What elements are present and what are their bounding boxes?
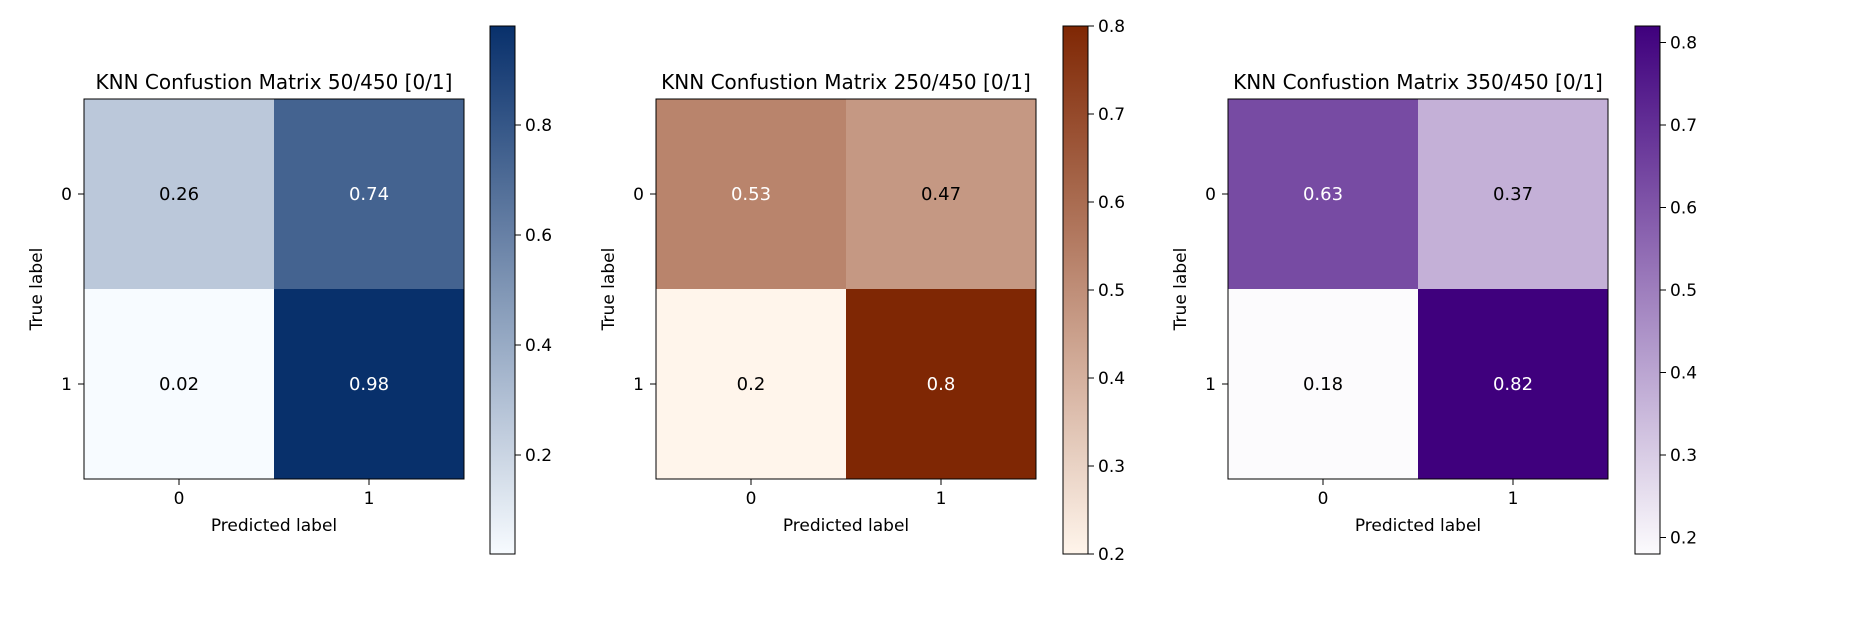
x-axis-label: Predicted label — [1355, 516, 1481, 536]
colorbar-tick-label: 0.6 — [525, 226, 552, 246]
colorbar — [1062, 25, 1089, 555]
matrix-cell-1-1 — [1418, 289, 1608, 479]
confusion-matrix-panel-1: KNN Confustion Matrix 50/450 [0/1] 0.26 0.… — [27, 25, 552, 555]
matrix-cell-1-1 — [274, 289, 464, 479]
chart-title: KNN Confustion Matrix 350/450 [0/1] — [1233, 70, 1603, 94]
colorbar-tick-label: 0.2 — [1670, 529, 1697, 549]
cell-value-label: 0.63 — [1303, 184, 1343, 205]
matrix-cell-0-1 — [274, 99, 464, 289]
y-tick-label: 0 — [61, 185, 72, 205]
y-tick-label: 1 — [61, 375, 72, 395]
x-tick-label: 0 — [174, 489, 185, 509]
colorbar-tick-label: 0.5 — [1670, 281, 1697, 301]
y-tick-label: 0 — [1205, 185, 1216, 205]
matrix-frame — [1227, 98, 1609, 480]
cell-value-label: 0.8 — [927, 374, 956, 395]
colorbar-tick-label: 0.2 — [1098, 545, 1125, 565]
cell-value-label: 0.82 — [1493, 374, 1533, 395]
x-tick-label: 1 — [1508, 489, 1519, 509]
colorbar-tick-label: 0.6 — [1670, 199, 1697, 219]
colorbar-tick-label: 0.7 — [1670, 116, 1697, 136]
cell-value-label: 0.74 — [349, 184, 389, 205]
colorbar-tick-label: 0.4 — [1098, 369, 1125, 389]
matrix-cell-0-0 — [84, 99, 274, 289]
cell-value-label: 0.37 — [1493, 184, 1533, 205]
matrix-cell-0-1 — [846, 99, 1036, 289]
x-axis-label: Predicted label — [211, 516, 337, 536]
x-tick-label: 0 — [1318, 489, 1329, 509]
colorbar-tick-label: 0.3 — [1670, 446, 1697, 466]
chart-title: KNN Confustion Matrix 250/450 [0/1] — [661, 70, 1031, 94]
matrix-frame — [655, 98, 1037, 480]
cell-value-label: 0.2 — [737, 374, 766, 395]
colorbar-tick-label: 0.8 — [1098, 17, 1125, 37]
y-tick-label: 0 — [633, 185, 644, 205]
matrix-cell-1-0 — [1228, 289, 1418, 479]
colorbar-tick-label: 0.4 — [1670, 364, 1697, 384]
colorbar-tick-label: 0.4 — [525, 336, 552, 356]
colorbar-tick-label: 0.8 — [1670, 34, 1697, 54]
matrix-frame — [83, 98, 465, 480]
colorbar-tick-label: 0.5 — [1098, 281, 1125, 301]
cell-value-label: 0.02 — [159, 374, 199, 395]
confusion-matrix-panel-3: KNN Confustion Matrix 350/450 [0/1] 0.63 0… — [1171, 25, 1697, 555]
chart-title: KNN Confustion Matrix 50/450 [0/1] — [96, 70, 453, 94]
cell-value-label: 0.26 — [159, 184, 199, 205]
colorbar-tick-label: 0.2 — [525, 446, 552, 466]
cell-value-label: 0.47 — [921, 184, 961, 205]
matrix-cell-0-1 — [1418, 99, 1608, 289]
colorbar — [1634, 25, 1661, 555]
matrix-cell-0-0 — [1228, 99, 1418, 289]
colorbar-tick-label: 0.7 — [1098, 105, 1125, 125]
matrix-cell-1-0 — [84, 289, 274, 479]
y-tick-label: 1 — [633, 375, 644, 395]
colorbar-tick-label: 0.8 — [525, 116, 552, 136]
y-axis-label: True label — [599, 248, 619, 332]
y-tick-label: 1 — [1205, 375, 1216, 395]
x-tick-label: 1 — [936, 489, 947, 509]
matrix-cell-1-1 — [846, 289, 1036, 479]
cell-value-label: 0.53 — [731, 184, 771, 205]
x-tick-label: 1 — [364, 489, 375, 509]
cell-value-label: 0.98 — [349, 374, 389, 395]
x-tick-label: 0 — [746, 489, 757, 509]
y-axis-label: True label — [1171, 248, 1191, 332]
matrix-cell-0-0 — [656, 99, 846, 289]
matrix-cell-1-0 — [656, 289, 846, 479]
y-axis-label: True label — [27, 248, 47, 332]
colorbar-tick-label: 0.3 — [1098, 457, 1125, 477]
x-axis-label: Predicted label — [783, 516, 909, 536]
colorbar-tick-label: 0.6 — [1098, 193, 1125, 213]
colorbar — [489, 25, 516, 555]
cell-value-label: 0.18 — [1303, 374, 1343, 395]
confusion-matrix-panel-2: KNN Confustion Matrix 250/450 [0/1] 0.53 0… — [599, 17, 1125, 565]
